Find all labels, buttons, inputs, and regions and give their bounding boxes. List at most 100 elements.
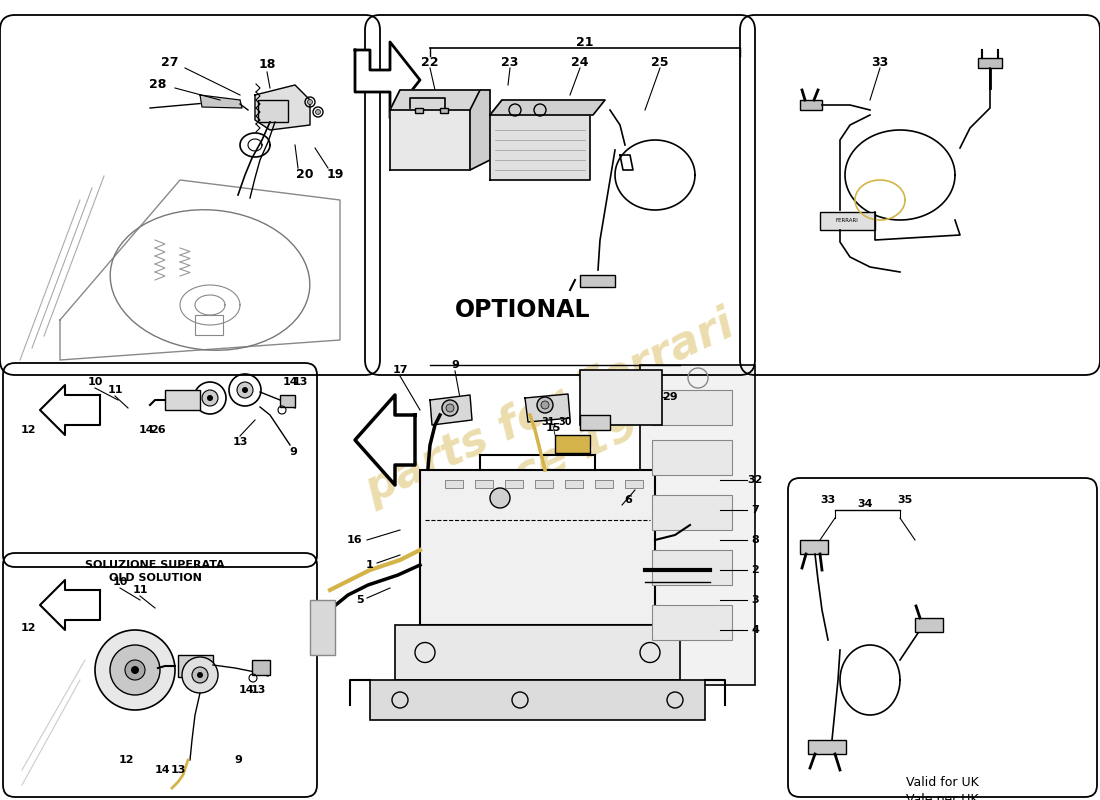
Circle shape [537, 397, 553, 413]
Text: 23: 23 [502, 55, 519, 69]
Bar [195, 315, 223, 335]
Text: 14: 14 [239, 685, 254, 695]
Circle shape [316, 110, 320, 114]
Circle shape [131, 666, 139, 674]
Polygon shape [255, 85, 310, 130]
Bar [252, 660, 270, 675]
Circle shape [242, 387, 248, 393]
Text: 20: 20 [296, 169, 314, 182]
Text: 15: 15 [546, 423, 561, 433]
Text: 22: 22 [421, 55, 439, 69]
Bar [565, 480, 583, 488]
Circle shape [202, 390, 218, 406]
Text: 31: 31 [541, 417, 554, 427]
Bar [915, 618, 943, 632]
Circle shape [197, 672, 204, 678]
Circle shape [192, 667, 208, 683]
Text: 13: 13 [232, 437, 248, 447]
Text: FERRARI: FERRARI [836, 218, 858, 223]
Bar [556, 435, 590, 453]
Polygon shape [430, 395, 472, 425]
Text: 17: 17 [393, 365, 408, 375]
Text: 11: 11 [132, 585, 147, 595]
Polygon shape [490, 100, 590, 180]
Polygon shape [470, 90, 490, 170]
Text: 32: 32 [747, 475, 762, 485]
Text: 12: 12 [20, 425, 35, 435]
Circle shape [308, 99, 312, 105]
Text: 9: 9 [451, 360, 459, 370]
Text: 13: 13 [293, 377, 308, 387]
Polygon shape [390, 90, 490, 110]
Bar [165, 390, 200, 410]
Text: 4: 4 [751, 625, 759, 635]
Circle shape [125, 660, 145, 680]
Text: 9: 9 [234, 755, 242, 765]
Circle shape [207, 395, 213, 401]
Bar [652, 390, 732, 425]
Text: Vale per UK: Vale per UK [905, 794, 978, 800]
Text: 19: 19 [327, 169, 343, 182]
Circle shape [446, 404, 454, 412]
Polygon shape [490, 100, 605, 115]
Bar [446, 480, 463, 488]
Text: 21: 21 [576, 35, 594, 49]
Text: 27: 27 [162, 55, 178, 69]
Text: 14: 14 [283, 377, 298, 387]
Text: 26: 26 [151, 425, 166, 435]
Circle shape [182, 657, 218, 693]
Polygon shape [40, 580, 100, 630]
Text: 28: 28 [150, 78, 167, 91]
Text: 34: 34 [857, 499, 872, 509]
Text: 33: 33 [821, 495, 836, 505]
Text: 13: 13 [170, 765, 186, 775]
Text: 2: 2 [751, 565, 759, 575]
Bar [420, 470, 654, 625]
Bar [625, 480, 644, 488]
Circle shape [490, 488, 510, 508]
Text: 6: 6 [624, 495, 631, 505]
Text: 7: 7 [751, 505, 759, 515]
Text: 33: 33 [871, 55, 889, 69]
Circle shape [442, 400, 458, 416]
Text: parts for Ferrari
since 1985: parts for Ferrari since 1985 [358, 303, 762, 557]
Bar [800, 100, 822, 110]
Bar [440, 108, 448, 113]
Bar [652, 550, 732, 585]
Text: 11: 11 [108, 385, 123, 395]
Text: 3: 3 [751, 595, 759, 605]
Bar [395, 625, 680, 680]
Bar [652, 495, 732, 530]
Text: 35: 35 [898, 495, 913, 505]
Text: OPTIONAL: OPTIONAL [455, 298, 591, 322]
Bar [820, 212, 874, 230]
Polygon shape [525, 394, 570, 422]
Circle shape [541, 401, 549, 409]
Bar [652, 605, 732, 640]
Text: 29: 29 [662, 392, 678, 402]
Bar [595, 480, 613, 488]
Text: 16: 16 [348, 535, 363, 545]
Bar [535, 480, 553, 488]
Bar [580, 370, 662, 425]
Bar [978, 58, 1002, 68]
Text: 5: 5 [356, 595, 364, 605]
Bar [178, 655, 213, 677]
Text: 14: 14 [155, 765, 170, 775]
Bar [475, 480, 493, 488]
Circle shape [110, 645, 160, 695]
Bar [415, 108, 424, 113]
Polygon shape [200, 95, 242, 108]
Circle shape [236, 382, 253, 398]
Bar [310, 600, 336, 655]
Text: SOLUZIONE SUPERATA: SOLUZIONE SUPERATA [85, 560, 224, 570]
Bar [505, 480, 522, 488]
Text: 14: 14 [140, 425, 155, 435]
Text: 30: 30 [558, 417, 572, 427]
Text: 10: 10 [87, 377, 102, 387]
Text: 13: 13 [251, 685, 266, 695]
Text: 12: 12 [20, 623, 35, 633]
Bar [370, 680, 705, 720]
Bar [652, 440, 732, 475]
Text: 8: 8 [751, 535, 759, 545]
